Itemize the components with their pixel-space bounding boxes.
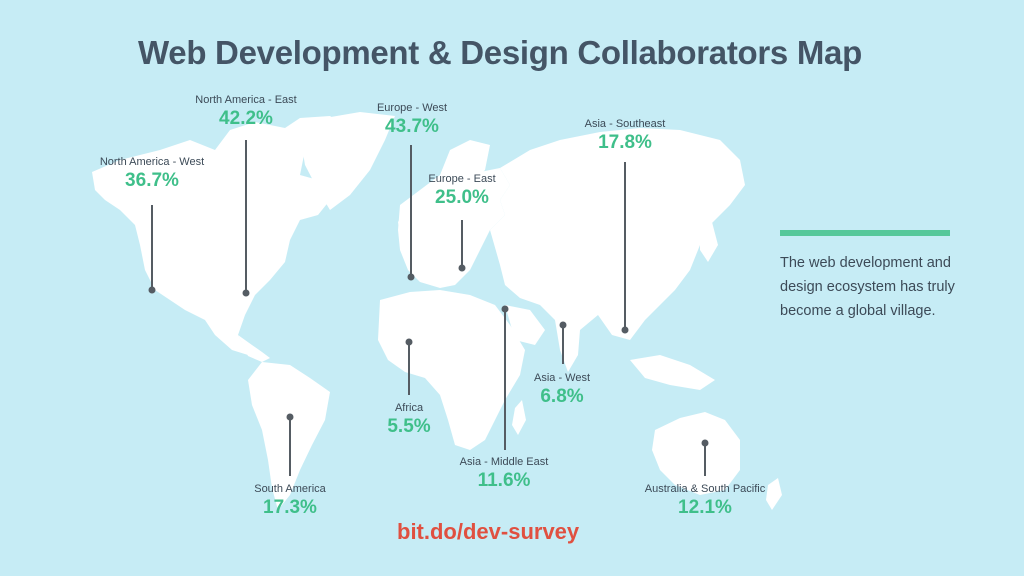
- region-name: North America - East: [195, 94, 297, 106]
- region-name: Asia - Middle East: [459, 456, 549, 468]
- region-value: 5.5%: [387, 416, 431, 437]
- asia-landmass: [490, 128, 745, 340]
- region-value: 17.3%: [263, 497, 317, 518]
- page-title: Web Development & Design Collaborators M…: [138, 34, 862, 71]
- region-label-asia-west: Asia - West 6.8%: [534, 372, 590, 408]
- region-label-north-america-west: North America - West 36.7%: [100, 156, 204, 192]
- new-zealand-landmass: [766, 478, 782, 510]
- pin-line-north-america-west: [151, 205, 153, 290]
- pin-line-asia-west: [562, 326, 564, 364]
- pin-line-asia-middle-east: [504, 310, 506, 450]
- region-name: Australia & South Pacific: [644, 483, 766, 495]
- region-label-asia-middle-east: Asia - Middle East 11.6%: [460, 456, 549, 492]
- pin-dot-asia-middle-east: [501, 305, 509, 313]
- region-name: South America: [254, 483, 326, 495]
- region-name: Asia - West: [533, 372, 591, 384]
- region-label-north-america-east: North America - East 42.2%: [195, 94, 296, 130]
- region-name: North America - West: [99, 156, 205, 168]
- pin-dot-europe-east: [458, 264, 466, 272]
- uk-landmass: [398, 210, 412, 238]
- region-value: 36.7%: [125, 170, 179, 191]
- region-value: 25.0%: [435, 187, 489, 208]
- pin-dot-asia-west: [559, 321, 567, 329]
- central-america-landmass: [238, 335, 270, 362]
- pin-dot-south-america: [286, 413, 294, 421]
- region-name: Asia - Southeast: [584, 118, 666, 130]
- region-label-europe-west: Europe - West 43.7%: [377, 102, 447, 138]
- region-value: 12.1%: [678, 497, 732, 518]
- side-caption: The web development and design ecosystem…: [780, 255, 955, 319]
- pin-dot-australia-south-pacific: [701, 439, 709, 447]
- pin-dot-africa: [405, 338, 413, 346]
- region-value: 17.8%: [598, 132, 652, 153]
- africa-landmass: [378, 290, 525, 450]
- japan-landmass: [700, 222, 718, 262]
- region-label-africa: Africa 5.5%: [387, 402, 430, 438]
- pin-line-africa: [408, 343, 410, 395]
- region-label-australia-south-pacific: Australia & South Pacific 12.1%: [645, 483, 765, 519]
- greenland-landmass: [300, 112, 395, 210]
- pin-line-europe-west: [410, 145, 412, 277]
- region-value: 6.8%: [540, 386, 584, 407]
- arabian-peninsula-landmass: [505, 305, 545, 345]
- region-name: Europe - East: [428, 173, 496, 185]
- australia-landmass: [652, 412, 740, 495]
- accent-bar: [780, 230, 950, 236]
- pin-dot-north-america-west: [148, 286, 156, 294]
- survey-link[interactable]: bit.do/dev-survey: [397, 519, 580, 544]
- pin-line-asia-southeast: [624, 162, 626, 330]
- pin-dot-north-america-east: [242, 289, 250, 297]
- pin-dot-europe-west: [407, 273, 415, 281]
- region-name: Africa: [394, 402, 424, 414]
- region-value: 43.7%: [385, 116, 439, 137]
- europe-landmass: [398, 165, 510, 288]
- region-label-europe-east: Europe - East 25.0%: [428, 173, 495, 209]
- north-america-landmass: [92, 116, 345, 355]
- region-value: 42.2%: [219, 108, 273, 129]
- pin-line-south-america: [289, 418, 291, 476]
- se-asia-islands-landmass: [630, 355, 715, 390]
- madagascar-landmass: [512, 400, 526, 435]
- pin-line-europe-east: [461, 220, 463, 268]
- scandinavia-landmass: [440, 140, 490, 185]
- region-value: 11.6%: [477, 470, 531, 491]
- pin-dot-asia-southeast: [621, 326, 629, 334]
- region-label-south-america: South America 17.3%: [254, 483, 326, 519]
- india-landmass: [555, 320, 580, 372]
- pin-line-north-america-east: [245, 140, 247, 293]
- region-name: Europe - West: [376, 102, 448, 114]
- pin-line-australia-south-pacific: [704, 444, 706, 476]
- region-label-asia-southeast: Asia - Southeast 17.8%: [585, 118, 666, 154]
